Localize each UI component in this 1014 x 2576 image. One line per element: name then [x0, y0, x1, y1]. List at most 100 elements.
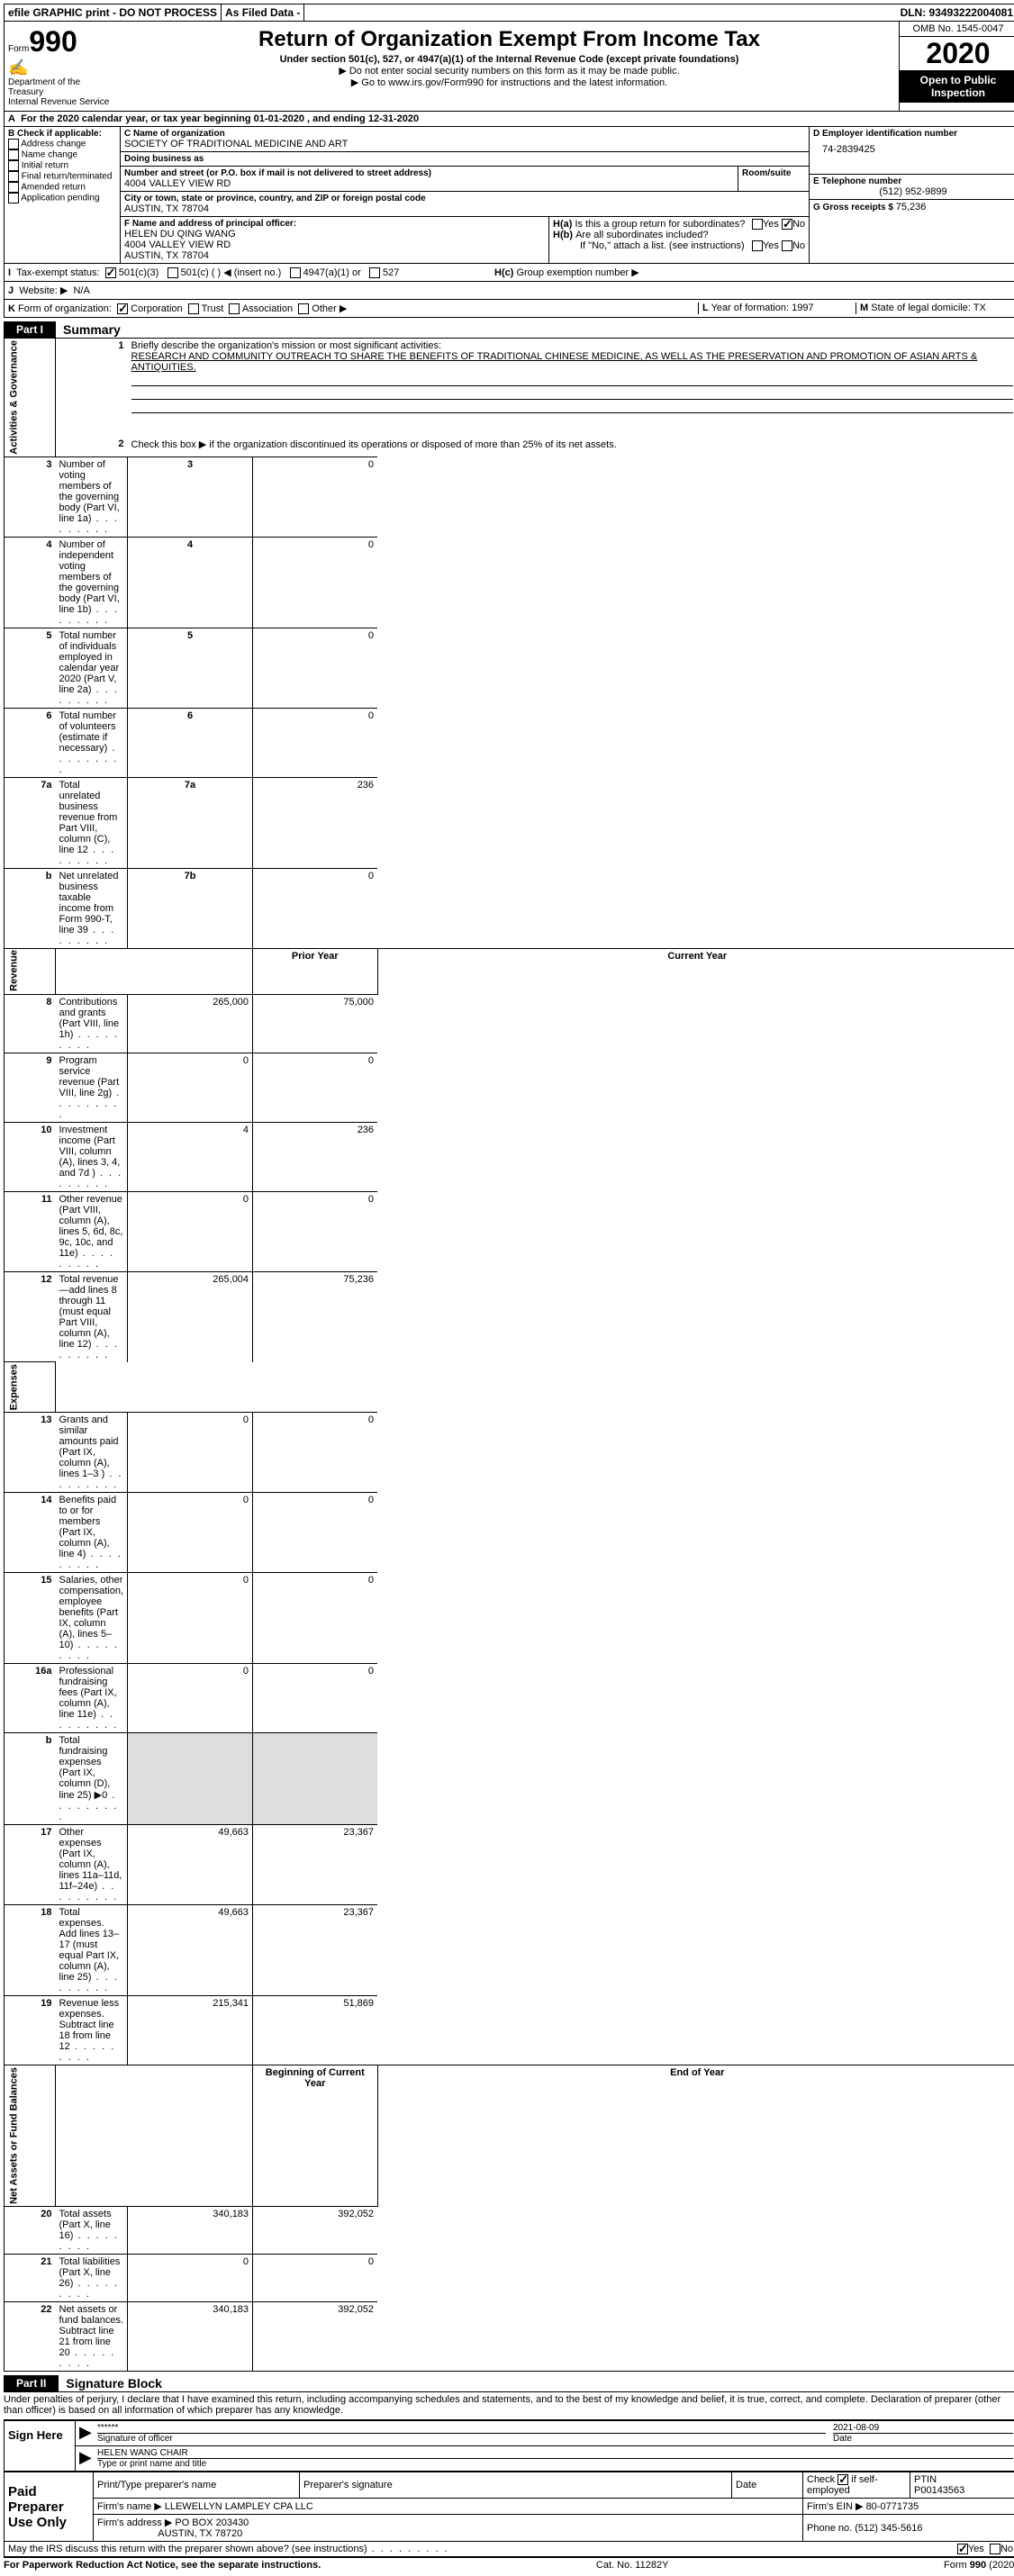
org-name-label: C Name of organization: [124, 129, 805, 139]
summary-line: 11Other revenue (Part VIII, column (A), …: [5, 1191, 1014, 1271]
summary-line: 9Program service revenue (Part VIII, lin…: [5, 1053, 1014, 1122]
officer-name-title: HELEN WANG CHAIR: [97, 2448, 1013, 2459]
status-4947-checkbox[interactable]: [290, 267, 301, 278]
korg-trust-checkbox[interactable]: [188, 303, 199, 314]
irs-link[interactable]: www.irs.gov/Form990: [388, 77, 484, 88]
summary-line: 4Number of independent voting members of…: [5, 537, 1014, 628]
open-public-badge: Open to Public Inspection: [900, 70, 1014, 103]
summary-line: 7aTotal unrelated business revenue from …: [5, 777, 1014, 868]
colb-checkbox[interactable]: [8, 149, 19, 160]
summary-table: Activities & Governance 1 Briefly descri…: [4, 338, 1014, 2372]
omb-number: OMB No. 1545-0047: [900, 22, 1014, 37]
summary-line: 20Total assets (Part X, line 16)340,1833…: [5, 2207, 1014, 2255]
colb-checkbox[interactable]: [8, 139, 19, 149]
colb-checkbox[interactable]: [8, 171, 19, 182]
firm-name: LLEWELLYN LAMPLEY CPA LLC: [165, 2501, 313, 2512]
street-label: Number and street (or P.O. box if mail i…: [124, 168, 734, 178]
form-header: Form990 ✍ Department of the Treasury Int…: [4, 22, 1014, 111]
officer-label: F Name and address of principal officer:: [124, 219, 545, 229]
tel-label: E Telephone number: [813, 176, 1013, 186]
page-footer: For Paperwork Reduction Act Notice, see …: [4, 2557, 1014, 2572]
part2-header: Part II Signature Block: [4, 2375, 1014, 2391]
perjury-statement: Under penalties of perjury, I declare th…: [4, 2391, 1014, 2418]
ptin-value: P00143563: [914, 2485, 964, 2496]
summary-line: 3Number of voting members of the governi…: [5, 456, 1014, 537]
preparer-table: Paid Preparer Use Only Print/Type prepar…: [4, 2472, 1014, 2542]
website-value: N/A: [73, 285, 89, 296]
korg-assoc-checkbox[interactable]: [229, 303, 240, 314]
summary-line: 19Revenue less expenses. Subtract line 1…: [5, 1996, 1014, 2065]
dba-label: Doing business as: [124, 154, 805, 164]
firm-addr1: PO BOX 203430: [175, 2517, 249, 2528]
summary-line: 14Benefits paid to or for members (Part …: [5, 1493, 1014, 1573]
firm-ein: 80-0771735: [866, 2501, 919, 2512]
summary-line: 16aProfessional fundraising fees (Part I…: [5, 1664, 1014, 1733]
firm-phone: (512) 345-5616: [855, 2523, 922, 2534]
top-bar: efile GRAPHIC print - DO NOT PROCESS As …: [4, 4, 1014, 22]
officer-signature: ******: [97, 2423, 826, 2434]
officer-name: HELEN DU QING WANG: [124, 229, 545, 240]
ein-label: D Employer identification number: [813, 129, 1013, 139]
ha-no-checkbox[interactable]: [782, 219, 792, 230]
summary-line: 18Total expenses. Add lines 13–17 (must …: [5, 1905, 1014, 1996]
summary-line: 21Total liabilities (Part X, line 26)00: [5, 2255, 1014, 2302]
section-netassets: Net Assets or Fund Balances: [5, 2065, 56, 2207]
korg-other-checkbox[interactable]: [298, 303, 309, 314]
korg-corp-checkbox[interactable]: [117, 303, 128, 314]
mission-text: RESEARCH AND COMMUNITY OUTREACH TO SHARE…: [131, 351, 978, 373]
hb-yes-checkbox[interactable]: [752, 240, 763, 251]
signature-date: 2021-08-09: [833, 2423, 1013, 2434]
ha-yes-checkbox[interactable]: [752, 219, 763, 230]
hb-no-checkbox[interactable]: [782, 240, 792, 251]
summary-line: 22Net assets or fund balances. Subtract …: [5, 2302, 1014, 2372]
form-number: 990: [29, 25, 77, 58]
tel-value: (512) 952-9899: [813, 186, 1013, 197]
status-527-checkbox[interactable]: [369, 267, 380, 278]
summary-line: 17Other expenses (Part IX, column (A), l…: [5, 1825, 1014, 1905]
self-employed-checkbox[interactable]: [837, 2474, 848, 2485]
colb-checkbox[interactable]: [8, 160, 19, 171]
discuss-no-checkbox[interactable]: [990, 2544, 1000, 2554]
summary-line: bTotal fundraising expenses (Part IX, co…: [5, 1733, 1014, 1825]
org-form-row: K Form of organization: Corporation Trus…: [4, 300, 1014, 318]
gross-label: G Gross receipts $: [813, 203, 896, 212]
summary-line: 6Total number of volunteers (estimate if…: [5, 708, 1014, 777]
summary-line: 8Contributions and grants (Part VIII, li…: [5, 994, 1014, 1053]
summary-line: 12Total revenue—add lines 8 through 11 (…: [5, 1271, 1014, 1362]
gross-value: 75,236: [896, 202, 927, 212]
discuss-row: May the IRS discuss this return with the…: [4, 2542, 1014, 2557]
summary-line: bNet unrelated business taxable income f…: [5, 868, 1014, 948]
summary-line: 5Total number of individuals employed in…: [5, 628, 1014, 708]
discuss-yes-checkbox[interactable]: [957, 2544, 968, 2554]
form-subtitle-3: ▶ Go to www.irs.gov/Form990 for instruct…: [123, 77, 895, 88]
room-label: Room/suite: [742, 168, 805, 178]
section-revenue: Revenue: [5, 948, 56, 994]
asfiled-label: As Filed Data -: [222, 5, 304, 21]
dln-label: DLN: 93493222004081: [897, 5, 1014, 21]
ein-value: 74-2839425: [813, 139, 1013, 155]
section-governance: Activities & Governance: [5, 339, 56, 457]
status-501c3-checkbox[interactable]: [105, 267, 116, 278]
firm-addr2: AUSTIN, TX 78720: [158, 2528, 242, 2539]
summary-line: 15Salaries, other compensation, employee…: [5, 1573, 1014, 1664]
city-value: AUSTIN, TX 78704: [124, 203, 805, 214]
summary-line: 13Grants and similar amounts paid (Part …: [5, 1413, 1014, 1493]
city-label: City or town, state or province, country…: [124, 194, 805, 203]
efile-label: efile GRAPHIC print - DO NOT PROCESS: [5, 5, 222, 21]
street-value: 4004 VALLEY VIEW RD: [124, 178, 734, 189]
section-expenses: Expenses: [5, 1362, 56, 1413]
form-title: Return of Organization Exempt From Incom…: [123, 27, 895, 52]
col-b-checkboxes: B Check if applicable: Address change Na…: [5, 127, 121, 263]
colb-checkbox[interactable]: [8, 193, 19, 203]
state-domicile: TX: [973, 303, 986, 313]
part1-header: Part I Summary: [4, 321, 1014, 338]
form-prefix: Form: [8, 44, 29, 54]
tax-status-row: I Tax-exempt status: 501(c)(3) 501(c) ( …: [4, 264, 1014, 282]
org-name: SOCIETY OF TRADITIONAL MEDICINE AND ART: [124, 139, 805, 149]
officer-street: 4004 VALLEY VIEW RD: [124, 240, 545, 250]
colb-checkbox[interactable]: [8, 182, 19, 193]
summary-line: 10Investment income (Part VIII, column (…: [5, 1122, 1014, 1191]
status-501c-checkbox[interactable]: [167, 267, 178, 278]
form-subtitle-2: ▶ Do not enter social security numbers o…: [123, 65, 895, 77]
tax-year: 2020: [900, 37, 1014, 70]
